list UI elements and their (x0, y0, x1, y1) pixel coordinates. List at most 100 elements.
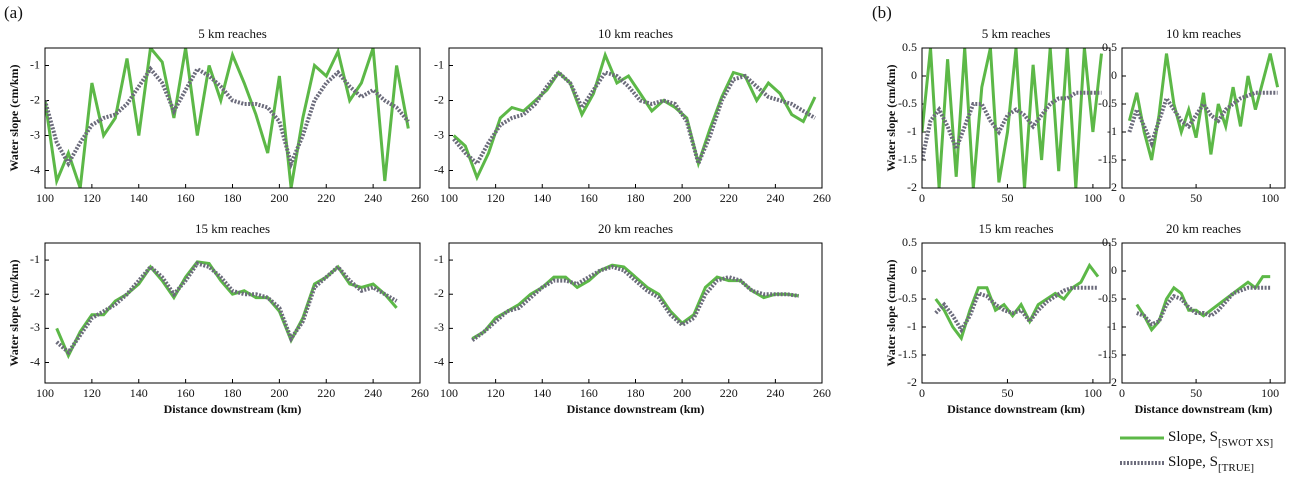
y-tick-label: -4 (434, 162, 444, 176)
swot-line (452, 50, 817, 182)
x-tick-label: 140 (130, 386, 148, 400)
x-tick-label: 220 (317, 191, 335, 205)
swot-line (471, 263, 799, 340)
y-tick-label: -3 (434, 320, 444, 334)
chart-title: 20 km reaches (1166, 221, 1241, 236)
y-tick-label: -1 (30, 252, 40, 266)
y-tick-label: -1 (434, 57, 444, 71)
true-line (471, 264, 799, 342)
plot-lines (471, 263, 799, 342)
plot-lines (45, 48, 410, 188)
plot-frame (448, 47, 823, 189)
y-tick-label: -0.5 (898, 291, 917, 305)
x-tick-label: 0 (1119, 191, 1125, 205)
chart-title: 10 km reaches (598, 26, 673, 41)
y-tick-label: -0.5 (898, 96, 917, 110)
legend-text: Slope, S (1168, 429, 1218, 445)
y-axis-label: Water slope (cm/km) (884, 64, 898, 171)
y-tick-label: -2 (30, 92, 40, 106)
x-tick-label: 0 (1119, 386, 1125, 400)
x-tick-label: 50 (1190, 191, 1202, 205)
x-tick-label: 100 (440, 386, 458, 400)
x-tick-label: 260 (813, 386, 831, 400)
y-tick-label: 0.5 (1102, 235, 1117, 249)
x-tick-label: 200 (673, 386, 691, 400)
true-line (934, 285, 1098, 334)
x-tick-label: 120 (487, 191, 505, 205)
plot-lines (1127, 53, 1280, 161)
y-tick-label: -1 (434, 252, 444, 266)
true-line (922, 90, 1102, 161)
plot-frame (1121, 47, 1286, 189)
x-axis-label: Distance downstream (km) (164, 402, 302, 416)
y-tick-label: -2 (1107, 375, 1117, 389)
x-tick-label: 140 (533, 191, 551, 205)
x-tick-label: 100 (440, 191, 458, 205)
plot-lines (55, 260, 398, 360)
x-tick-label: 240 (364, 191, 382, 205)
y-axis-label: Water slope (cm/km) (884, 259, 898, 366)
x-tick-label: 100 (36, 191, 54, 205)
chart-title: 15 km reaches (978, 221, 1053, 236)
x-tick-label: 140 (533, 386, 551, 400)
true-line (1127, 90, 1278, 149)
x-tick-label: 50 (1190, 386, 1202, 400)
y-tick-label: -2 (30, 286, 40, 300)
x-tick-label: 140 (130, 191, 148, 205)
plot-frame (921, 242, 1111, 384)
swot-line (922, 48, 1103, 188)
y-tick-label: -4 (434, 354, 444, 368)
y-tick-label: -0.5 (1098, 96, 1117, 110)
x-tick-label: 160 (580, 386, 598, 400)
plot-lines (934, 262, 1100, 342)
y-tick-label: -1.5 (1098, 347, 1117, 361)
y-tick-label: -1 (30, 57, 40, 71)
y-tick-label: 0 (911, 68, 917, 82)
plot-frame (921, 47, 1111, 189)
x-tick-label: 50 (1001, 191, 1013, 205)
legend-subscript: [SWOT XS] (1218, 437, 1273, 449)
plot-lines (452, 50, 817, 182)
x-tick-label: 240 (364, 386, 382, 400)
chart-title: 5 km reaches (198, 26, 267, 41)
x-tick-label: 100 (36, 386, 54, 400)
y-tick-label: -1 (1107, 124, 1117, 138)
x-axis-label: Distance downstream (km) (947, 402, 1085, 416)
x-tick-label: 120 (83, 191, 101, 205)
y-tick-label: -1 (1107, 319, 1117, 333)
x-tick-label: 240 (766, 386, 784, 400)
x-tick-label: 200 (270, 386, 288, 400)
x-tick-label: 260 (813, 191, 831, 205)
swot-line (1135, 275, 1271, 333)
y-axis-label: Water slope (cm/km) (7, 259, 21, 366)
legend-text: Slope, S (1168, 454, 1218, 470)
x-tick-label: 160 (177, 386, 195, 400)
x-tick-label: 260 (411, 191, 429, 205)
x-tick-label: 220 (720, 191, 738, 205)
true-line (45, 65, 410, 170)
panel-label: (a) (4, 3, 23, 22)
x-tick-label: 180 (224, 191, 242, 205)
x-axis-label: Distance downstream (km) (567, 402, 705, 416)
swot-line (45, 48, 410, 188)
y-tick-label: -1 (907, 319, 917, 333)
x-tick-label: 100 (1084, 191, 1102, 205)
y-tick-label: -3 (434, 127, 444, 141)
y-tick-label: -2 (907, 180, 917, 194)
x-tick-label: 220 (317, 386, 335, 400)
x-tick-label: 100 (1261, 191, 1279, 205)
plot-frame (44, 47, 421, 189)
y-tick-label: -1 (907, 124, 917, 138)
x-tick-label: 180 (224, 386, 242, 400)
y-tick-label: -2 (1107, 180, 1117, 194)
y-axis-label: Water slope (cm/km) (7, 64, 21, 171)
y-tick-label: 0 (1111, 68, 1117, 82)
x-tick-label: 100 (1084, 386, 1102, 400)
chart-title: 5 km reaches (982, 26, 1051, 41)
y-tick-label: -0.5 (1098, 291, 1117, 305)
x-tick-label: 120 (83, 386, 101, 400)
chart-title: 10 km reaches (1166, 26, 1241, 41)
chart-title: 15 km reaches (195, 221, 270, 236)
y-tick-label: 0.5 (902, 235, 917, 249)
x-axis-label: Distance downstream (km) (1135, 402, 1273, 416)
